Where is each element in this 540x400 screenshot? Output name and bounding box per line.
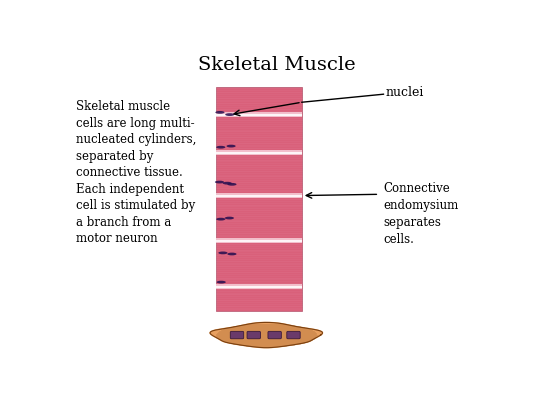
Ellipse shape bbox=[216, 146, 225, 148]
Ellipse shape bbox=[226, 145, 235, 148]
Ellipse shape bbox=[215, 181, 224, 184]
Bar bbox=[216, 86, 302, 311]
Ellipse shape bbox=[215, 111, 225, 114]
Bar bbox=[216, 112, 302, 117]
Text: Skeletal Muscle: Skeletal Muscle bbox=[198, 56, 355, 74]
Bar bbox=[216, 193, 302, 198]
Ellipse shape bbox=[225, 113, 234, 116]
Bar bbox=[216, 284, 302, 289]
Bar bbox=[216, 238, 302, 243]
Text: Skeletal muscle
cells are long multi-
nucleated cylinders,
separated by
connecti: Skeletal muscle cells are long multi- nu… bbox=[76, 100, 196, 245]
FancyBboxPatch shape bbox=[268, 331, 281, 339]
Ellipse shape bbox=[227, 183, 237, 186]
Ellipse shape bbox=[216, 218, 225, 220]
FancyBboxPatch shape bbox=[287, 331, 300, 339]
Text: nuclei: nuclei bbox=[386, 86, 424, 99]
Ellipse shape bbox=[218, 252, 227, 254]
Text: Connective
endomysium
separates
cells.: Connective endomysium separates cells. bbox=[383, 182, 458, 246]
Ellipse shape bbox=[217, 281, 226, 284]
FancyBboxPatch shape bbox=[247, 331, 260, 339]
Ellipse shape bbox=[225, 217, 234, 220]
Ellipse shape bbox=[222, 182, 232, 184]
Ellipse shape bbox=[227, 253, 237, 255]
Bar bbox=[216, 150, 302, 155]
Polygon shape bbox=[210, 322, 322, 348]
FancyBboxPatch shape bbox=[230, 331, 244, 339]
